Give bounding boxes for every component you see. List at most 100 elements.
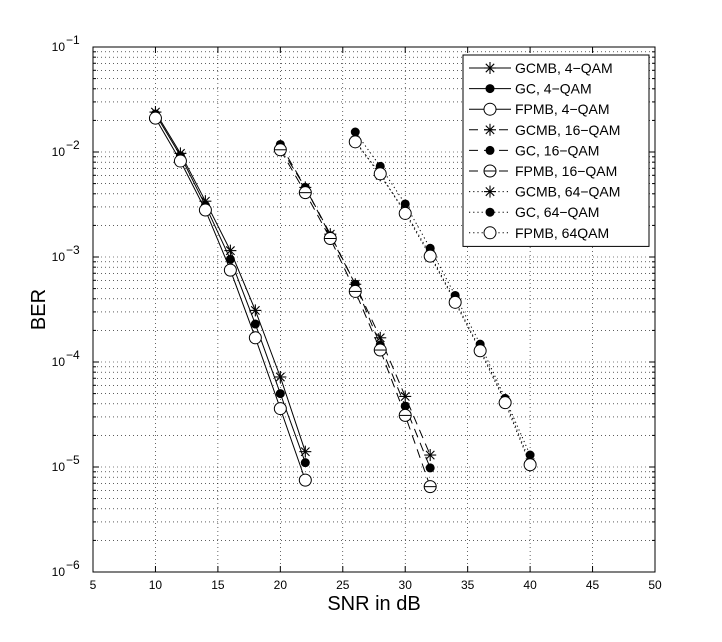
data-point	[525, 450, 535, 460]
data-point	[249, 304, 262, 317]
y-tick-label: 10	[52, 460, 66, 474]
data-point	[273, 402, 287, 416]
y-tick-base: 10	[52, 460, 66, 474]
legend-marker	[483, 164, 497, 178]
y-tick-base: 10	[52, 355, 66, 369]
y-tick-base: 10	[52, 40, 66, 54]
legend-label: FPMB, 16−QAM	[515, 163, 617, 179]
data-point	[473, 344, 487, 358]
legend-item: FPMB, 64QAM	[469, 225, 609, 241]
legend-label: GCMB, 16−QAM	[515, 122, 620, 138]
legend-item: FPMB, 4−QAM	[469, 101, 610, 117]
x-tick-label: 35	[461, 578, 475, 592]
legend-marker	[484, 62, 496, 74]
x-tick-label: 25	[336, 578, 350, 592]
y-tick-exponent: −1	[66, 33, 80, 47]
legend-label: GCMB, 4−QAM	[515, 60, 613, 76]
legend-item: GC, 16−QAM	[469, 142, 599, 158]
legend-marker	[485, 84, 495, 94]
y-tick-base: 10	[52, 250, 66, 264]
data-point	[148, 111, 162, 125]
legend-item: FPMB, 16−QAM	[469, 163, 617, 179]
series-3	[148, 111, 312, 487]
legend-label: GCMB, 64−QAM	[515, 184, 620, 200]
data-point	[373, 343, 387, 357]
x-tick-label: 5	[90, 578, 97, 592]
x-tick-label: 15	[211, 578, 225, 592]
data-point	[274, 370, 287, 383]
y-tick-exponent: −3	[66, 243, 80, 257]
data-point	[350, 127, 360, 137]
data-point	[398, 206, 412, 220]
data-point	[373, 167, 387, 181]
data-point	[298, 473, 312, 487]
legend-label: GC, 64−QAM	[515, 204, 599, 220]
series-line	[354, 140, 531, 463]
legend-marker	[484, 123, 496, 136]
legend-label: GC, 16−QAM	[515, 142, 599, 158]
y-tick-label: 10	[52, 145, 66, 159]
data-point	[300, 458, 310, 468]
legend-label: FPMB, 4−QAM	[515, 101, 610, 117]
y-tick-label: 10	[52, 250, 66, 264]
data-point	[298, 186, 312, 200]
legend-marker	[483, 102, 497, 116]
legend-marker	[483, 226, 497, 240]
y-tick-label: 10	[52, 355, 66, 369]
data-point	[173, 154, 187, 168]
legend-item: GCMB, 4−QAM	[469, 60, 613, 76]
legend-label: GC, 4−QAM	[515, 81, 592, 97]
data-point	[425, 463, 435, 473]
x-tick-label: 45	[586, 578, 600, 592]
legend-marker	[485, 207, 495, 217]
data-point	[348, 284, 362, 298]
y-tick-base: 10	[52, 565, 66, 579]
data-point	[225, 254, 235, 264]
x-axis-title: SNR in dB	[327, 593, 420, 615]
data-point	[273, 143, 287, 157]
data-point	[323, 232, 337, 246]
data-point	[424, 449, 437, 462]
x-tick-label: 30	[399, 578, 413, 592]
legend-item: GCMB, 16−QAM	[469, 122, 620, 138]
data-point	[399, 390, 412, 403]
data-point	[423, 480, 437, 494]
data-point	[275, 389, 285, 399]
data-point	[223, 263, 237, 277]
data-point	[523, 458, 537, 472]
y-tick-exponent: −4	[66, 348, 80, 362]
data-point	[250, 319, 260, 329]
legend-marker	[485, 145, 495, 155]
x-tick-label: 10	[149, 578, 163, 592]
legend-item: GC, 4−QAM	[469, 81, 592, 97]
data-point	[248, 331, 262, 345]
data-point	[498, 396, 512, 410]
y-tick-exponent: −2	[66, 138, 80, 152]
x-tick-label: 40	[523, 578, 537, 592]
series-6	[273, 143, 437, 494]
y-tick-label: 10	[52, 40, 66, 54]
legend-marker	[484, 185, 496, 198]
y-axis-title: BER	[28, 289, 50, 330]
data-point	[423, 249, 437, 263]
y-tick-exponent: −6	[66, 558, 80, 572]
data-point	[398, 408, 412, 422]
legend-label: FPMB, 64QAM	[515, 225, 609, 241]
data-point	[448, 295, 462, 309]
legend-item: GCMB, 64−QAM	[469, 184, 620, 200]
x-tick-label: 50	[648, 578, 662, 592]
data-point	[348, 135, 362, 149]
y-tick-exponent: −5	[66, 453, 80, 467]
x-tick-label: 20	[274, 578, 288, 592]
data-point	[198, 203, 212, 217]
plot-frame	[92, 46, 656, 573]
y-tick-label: 10	[52, 565, 66, 579]
plot-series	[148, 106, 537, 494]
series-9	[348, 135, 537, 472]
data-point	[400, 199, 410, 209]
legend-item: GC, 64−QAM	[469, 204, 599, 220]
y-tick-base: 10	[52, 145, 66, 159]
legend: GCMB, 4−QAM GC, 4−QAM FPMB, 4−QAM GCMB, 16−…	[462, 54, 650, 247]
